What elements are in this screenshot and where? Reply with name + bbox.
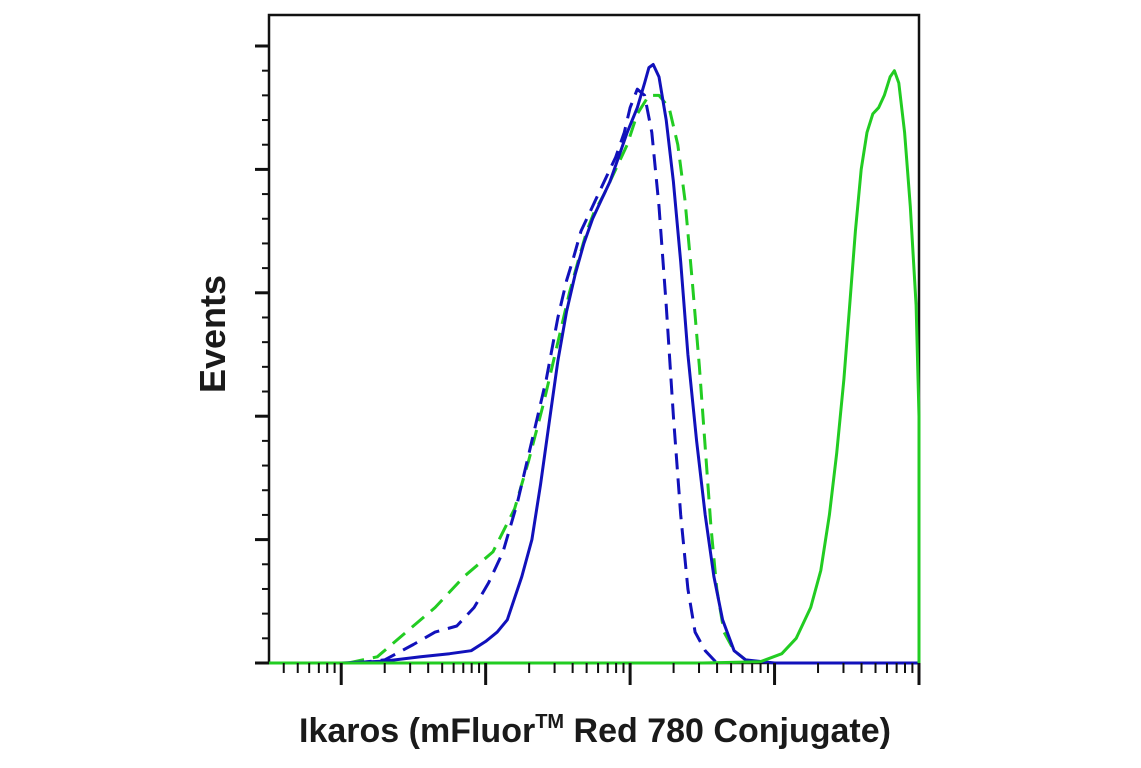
- histogram-series-2: [355, 87, 718, 665]
- histogram-series-4: [269, 69, 921, 665]
- series-layer: [269, 63, 921, 665]
- x-axis-ticks: [282, 663, 921, 685]
- plot-area: [255, 13, 921, 685]
- y-axis-label: Events: [192, 275, 233, 393]
- y-axis-ticks: [255, 44, 269, 665]
- x-axis-label: Ikaros (mFluorTM Red 780 Conjugate): [299, 711, 891, 750]
- x-axis-label-main: Ikaros (mFluor: [299, 712, 535, 750]
- x-axis-label-rest: Red 780 Conjugate): [564, 712, 891, 750]
- histogram-series-1: [348, 93, 761, 665]
- x-axis-label-superscript: TM: [535, 711, 564, 733]
- histogram-series-3: [269, 63, 919, 665]
